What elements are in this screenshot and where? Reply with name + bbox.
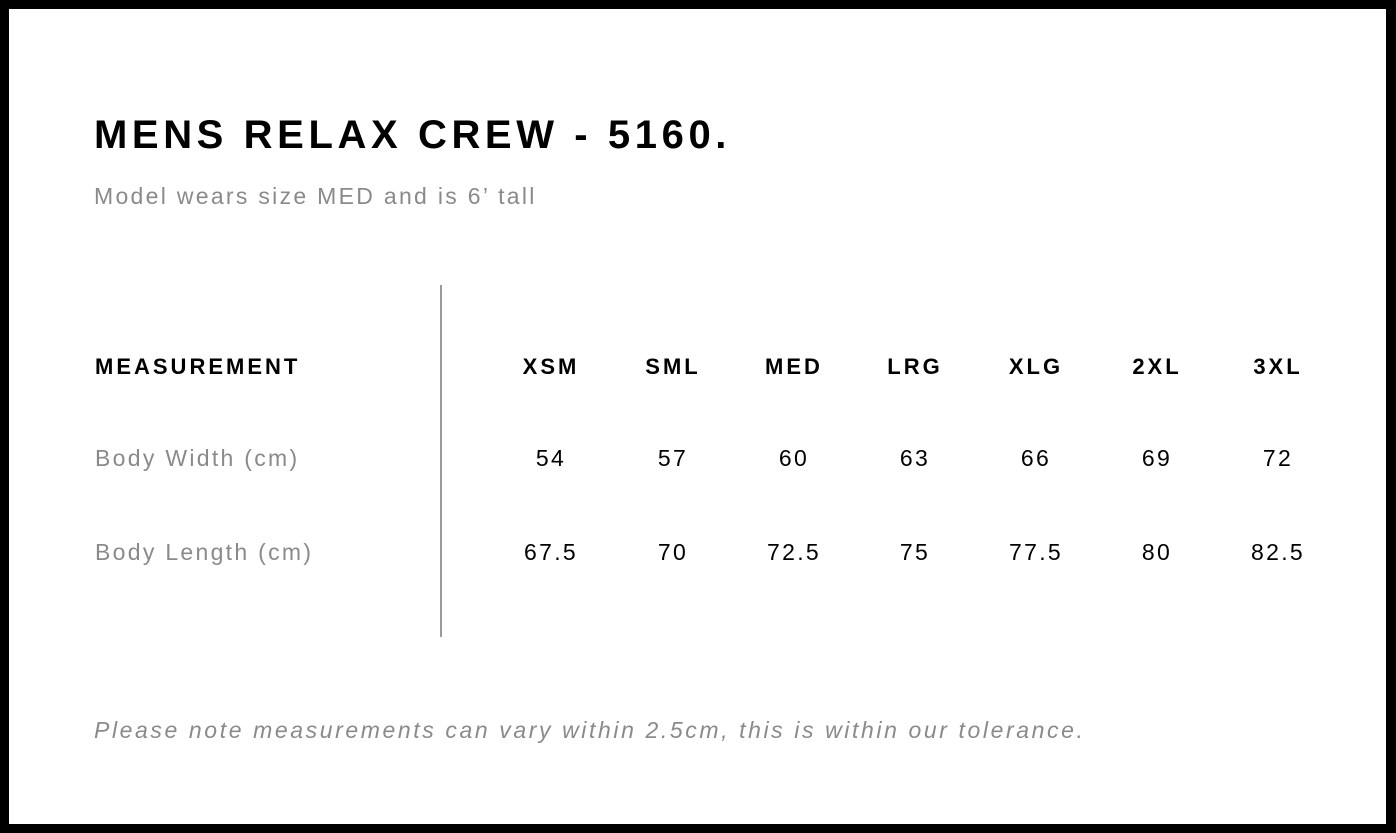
table-cell: 72	[1262, 445, 1294, 471]
table-cell: 80	[1141, 539, 1173, 565]
table-cell: 69	[1141, 445, 1173, 471]
subtitle: Model wears size MED and is 6’ tall	[94, 183, 537, 209]
header-size: MED	[765, 354, 823, 379]
table-cell: 77.5	[1009, 539, 1063, 565]
table-cell: 66	[1020, 445, 1052, 471]
table-cell: 54	[535, 445, 567, 471]
table-cell: 72.5	[767, 539, 821, 565]
row-label: Body Width (cm)	[95, 445, 300, 471]
table-cell: 57	[657, 445, 689, 471]
header-size: LRG	[887, 354, 943, 379]
table-cell: 67.5	[524, 539, 578, 565]
tolerance-note: Please note measurements can vary within…	[94, 717, 1086, 743]
table-cell: 82.5	[1251, 539, 1305, 565]
row-label: Body Length (cm)	[95, 539, 314, 565]
table-cell: 63	[899, 445, 931, 471]
header-size: 2XL	[1132, 354, 1182, 379]
header-size: XSM	[522, 354, 580, 379]
column-divider	[440, 285, 442, 637]
size-chart-card: MENS RELAX CREW - 5160. Model wears size…	[9, 9, 1386, 824]
header-size: SML	[645, 354, 701, 379]
table-cell: 60	[778, 445, 810, 471]
header-size: XLG	[1008, 354, 1064, 379]
table-cell: 70	[657, 539, 689, 565]
header-measurement: MEASUREMENT	[95, 354, 301, 379]
page-title: MENS RELAX CREW - 5160.	[94, 113, 732, 157]
table-cell: 75	[899, 539, 931, 565]
header-size: 3XL	[1253, 354, 1303, 379]
